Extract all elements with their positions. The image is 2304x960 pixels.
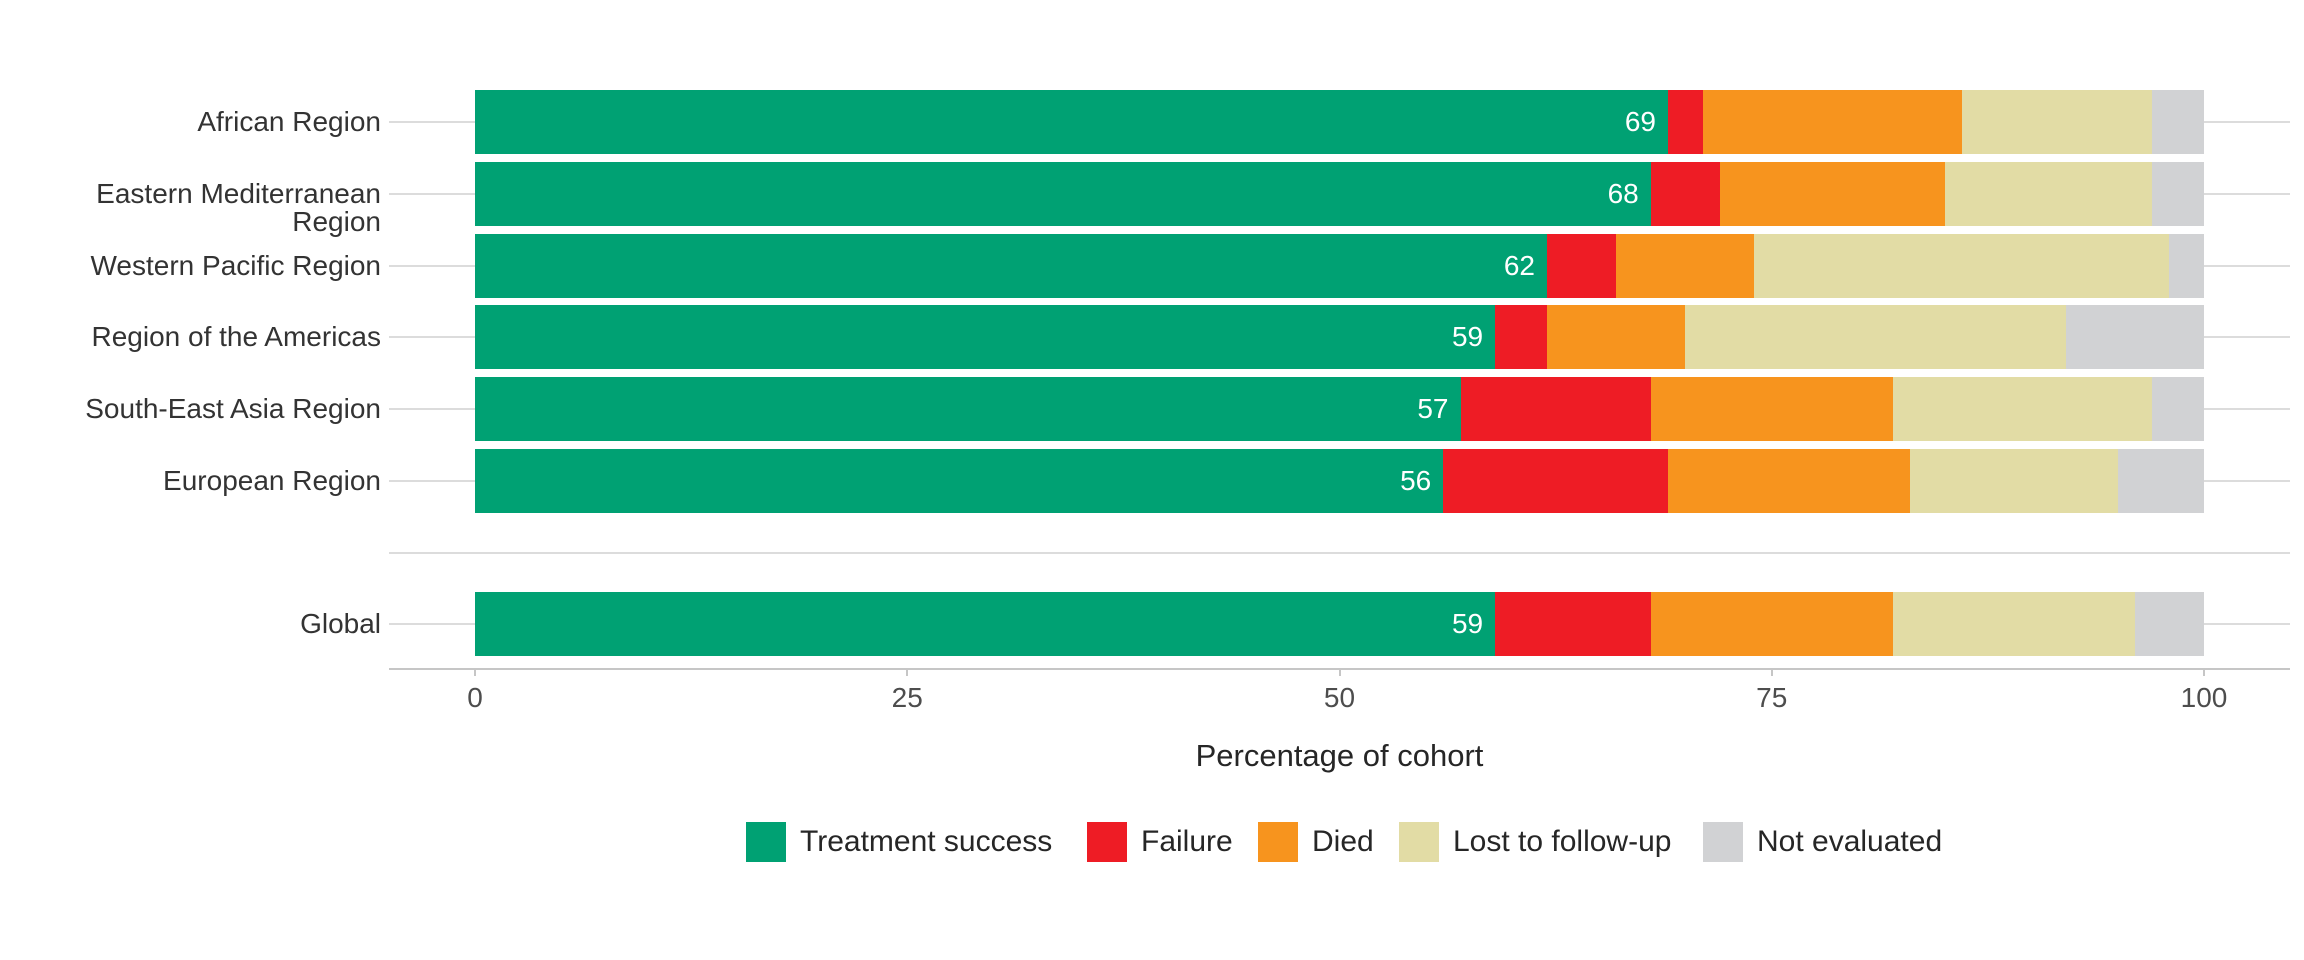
bar-value-label: 68 — [1607, 177, 1639, 209]
x-axis-tick — [2203, 668, 2205, 676]
x-axis-tick — [906, 668, 909, 676]
stacked-bar: 59 — [475, 592, 2204, 657]
bar-row: Global 59 — [0, 592, 2304, 657]
legend-swatch-lost-to-follow-up — [1399, 822, 1439, 862]
bar-segment-failure — [1460, 377, 1651, 441]
category-label: Region of the Americas — [91, 321, 382, 353]
bar-segment-treatment-success: 68 — [475, 161, 1651, 226]
x-axis-tick-label: 0 — [467, 682, 483, 713]
bar-segment-lost-to-follow-up — [1910, 448, 2118, 513]
category-label: European Region — [163, 464, 381, 496]
stacked-bar: 62 — [475, 233, 2204, 298]
x-axis-tick-label: 75 — [1756, 682, 1788, 713]
legend-label: Died — [1312, 825, 1374, 858]
bar-segment-died — [1668, 448, 1911, 513]
category-label: Global — [300, 608, 381, 640]
bar-segment-died — [1616, 233, 1755, 298]
bar-segment-not-evaluated — [2152, 90, 2204, 154]
bar-segment-treatment-success: 59 — [475, 305, 1496, 370]
bar-segment-lost-to-follow-up — [1685, 305, 2066, 370]
bar-segment-lost-to-follow-up — [1892, 377, 2153, 441]
bar-value-label: 62 — [1503, 249, 1535, 281]
bar-segment-died — [1650, 592, 1893, 657]
bar-segment-not-evaluated — [2169, 233, 2204, 298]
bar-segment-lost-to-follow-up — [1944, 161, 2153, 226]
bar-row: European Region 56 — [0, 448, 2304, 513]
bar-segment-failure — [1495, 305, 1547, 370]
bar-row: Region of the Americas 59 — [0, 305, 2304, 370]
bar-value-label: 69 — [1624, 106, 1656, 137]
bar-segment-not-evaluated — [2117, 448, 2204, 513]
category-label: South-East Asia Region — [85, 393, 381, 424]
bar-segment-failure — [1443, 448, 1668, 513]
bar-segment-died — [1650, 377, 1893, 441]
legend-swatch-died — [1258, 822, 1298, 862]
legend-label: Not evaluated — [1757, 825, 1943, 858]
bar-segment-lost-to-follow-up — [1892, 592, 2135, 657]
x-axis-tick — [1338, 668, 1341, 676]
bar-segment-lost-to-follow-up — [1961, 90, 2153, 154]
x-axis-tick — [1770, 668, 1773, 676]
category-label: African Region — [197, 106, 381, 137]
x-axis-tick-label: 50 — [1323, 682, 1356, 713]
bar-segment-failure — [1546, 233, 1617, 298]
bar-value-label: 56 — [1400, 464, 1432, 496]
bar-segment-treatment-success: 56 — [475, 448, 1444, 513]
bar-segment-not-evaluated — [2152, 377, 2204, 441]
x-axis-tick-label: 100 — [2180, 682, 2228, 713]
bar-segment-died — [1702, 90, 1962, 154]
category-label: Western Pacific Region — [90, 249, 382, 281]
legend-swatch-treatment-success — [746, 822, 786, 862]
legend-label: Failure — [1141, 825, 1233, 858]
bar-segment-failure — [1668, 90, 1703, 154]
stacked-bar: 59 — [475, 305, 2204, 370]
bar-segment-treatment-success: 59 — [475, 592, 1496, 657]
bar-segment-treatment-success: 57 — [475, 377, 1461, 441]
bar-segment-not-evaluated — [2065, 305, 2204, 370]
legend-swatch-not-evaluated — [1703, 822, 1743, 862]
legend-swatch-failure — [1087, 822, 1127, 862]
bar-row: Western Pacific Region 62 — [0, 233, 2304, 298]
category-label: Eastern Mediterranean Region — [96, 177, 381, 237]
legend-label: Lost to follow-up — [1453, 825, 1672, 858]
stacked-bar: 56 — [475, 448, 2204, 513]
bar-row: South-East Asia Region 57 — [0, 377, 2304, 441]
x-axis-title: Percentage of cohort — [1195, 738, 1484, 773]
bar-value-label: 59 — [1451, 321, 1484, 353]
bar-value-label: 59 — [1451, 608, 1484, 640]
bar-segment-not-evaluated — [2134, 592, 2204, 657]
x-axis-tick — [474, 668, 476, 676]
stacked-bar: 69 — [475, 90, 2204, 154]
stacked-bar: 68 — [475, 161, 2204, 226]
legend-label: Treatment success — [800, 825, 1053, 858]
bar-segment-not-evaluated — [2152, 161, 2204, 226]
bar-value-label: 57 — [1417, 393, 1449, 424]
bar-row: African Region 69 — [0, 90, 2304, 154]
bar-segment-treatment-success: 69 — [475, 90, 1668, 154]
bar-row: Eastern Mediterranean Region 68 — [0, 161, 2304, 235]
category-gridline — [389, 551, 2290, 554]
bar-segment-treatment-success: 62 — [475, 233, 1547, 298]
bar-segment-failure — [1495, 592, 1651, 657]
bar-segment-died — [1546, 305, 1686, 370]
bar-segment-died — [1719, 161, 1945, 226]
x-axis-tick-label: 25 — [891, 682, 923, 713]
bar-segment-lost-to-follow-up — [1754, 233, 2170, 298]
bar-segment-failure — [1650, 161, 1720, 226]
stacked-bar: 57 — [475, 377, 2204, 441]
